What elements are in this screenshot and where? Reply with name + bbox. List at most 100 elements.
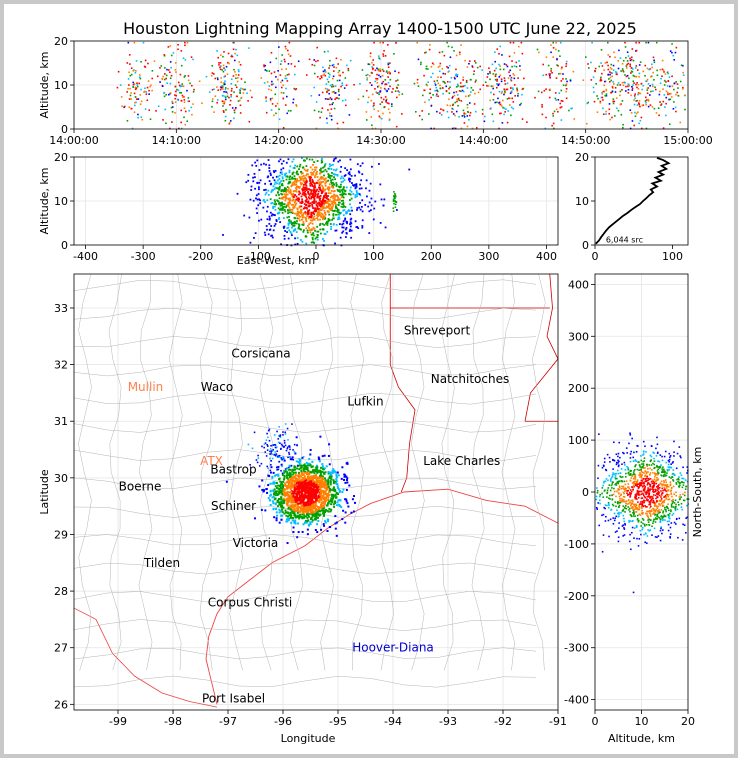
source-point [496,48,499,50]
source-point [637,83,640,86]
y-tick-label: 0 [582,486,589,499]
source-point [429,44,431,46]
source-point [322,484,325,487]
source-point [296,197,299,200]
source-point [305,184,308,187]
source-point [128,71,130,74]
source-point [675,81,677,83]
source-point [334,242,336,245]
source-point [371,61,373,64]
source-point [395,80,397,82]
source-point [447,116,450,119]
source-point [311,484,314,487]
source-point [290,193,293,196]
source-point [327,217,330,220]
source-point [350,197,353,200]
source-point [321,107,324,110]
source-point [492,98,495,101]
source-point [293,507,296,510]
source-point [273,493,276,496]
source-point [116,86,119,89]
source-point [290,192,292,195]
source-point [249,241,252,244]
source-point [303,516,306,519]
source-point [293,196,295,198]
source-point [279,436,282,438]
source-point [306,508,309,511]
source-point [259,199,262,202]
source-point [338,97,340,100]
source-point [322,506,325,509]
source-point [365,74,368,77]
source-point [542,63,544,66]
source-point [341,491,344,494]
source-point [323,203,325,206]
source-point [395,201,398,204]
source-point [324,207,327,209]
source-point [282,127,285,129]
source-point [291,221,294,224]
source-point [317,516,320,519]
source-point [649,68,651,70]
source-point [157,105,160,108]
source-point [386,44,389,46]
source-point [342,488,345,491]
source-point [647,105,650,108]
source-point [309,219,312,222]
source-point [227,87,229,90]
source-point [431,72,434,75]
source-point [331,103,334,106]
source-point [462,85,465,88]
source-point [332,486,335,489]
source-point [633,124,636,127]
source-point [361,69,364,71]
source-point [438,51,441,54]
source-point [313,86,315,89]
source-point [267,484,270,487]
source-point [383,106,385,109]
source-point [177,89,180,92]
source-point [317,59,319,62]
source-point [313,506,316,509]
source-point [312,511,315,514]
source-point [234,84,237,86]
source-point [335,496,338,499]
source-point [646,87,649,90]
source-point [318,94,321,96]
source-point [294,471,297,474]
source-point [328,489,331,492]
source-point [625,56,627,59]
source-point [273,203,276,206]
source-point [682,64,684,67]
source-point [340,165,343,168]
source-point [344,481,347,484]
source-point [323,196,326,199]
source-point [373,102,375,105]
source-point [283,237,286,240]
source-point [320,528,323,531]
source-point [326,122,328,124]
source-point [288,466,290,469]
source-point [313,472,316,475]
source-point [436,90,439,93]
source-point [315,200,317,203]
source-point [183,107,186,110]
y-tick-label: 10 [54,195,68,208]
source-point [634,93,636,95]
source-point [264,201,266,203]
source-point [354,501,357,504]
source-point [278,488,281,491]
source-point [184,123,187,126]
source-point [275,466,278,469]
source-point [624,81,626,84]
source-point [304,510,307,513]
source-point [466,87,469,89]
source-point [660,497,663,500]
source-point [369,52,372,55]
source-point [153,60,156,62]
source-point [247,173,250,176]
source-point [321,465,324,468]
source-point [652,56,655,59]
source-point [230,94,232,96]
source-point [494,60,497,63]
